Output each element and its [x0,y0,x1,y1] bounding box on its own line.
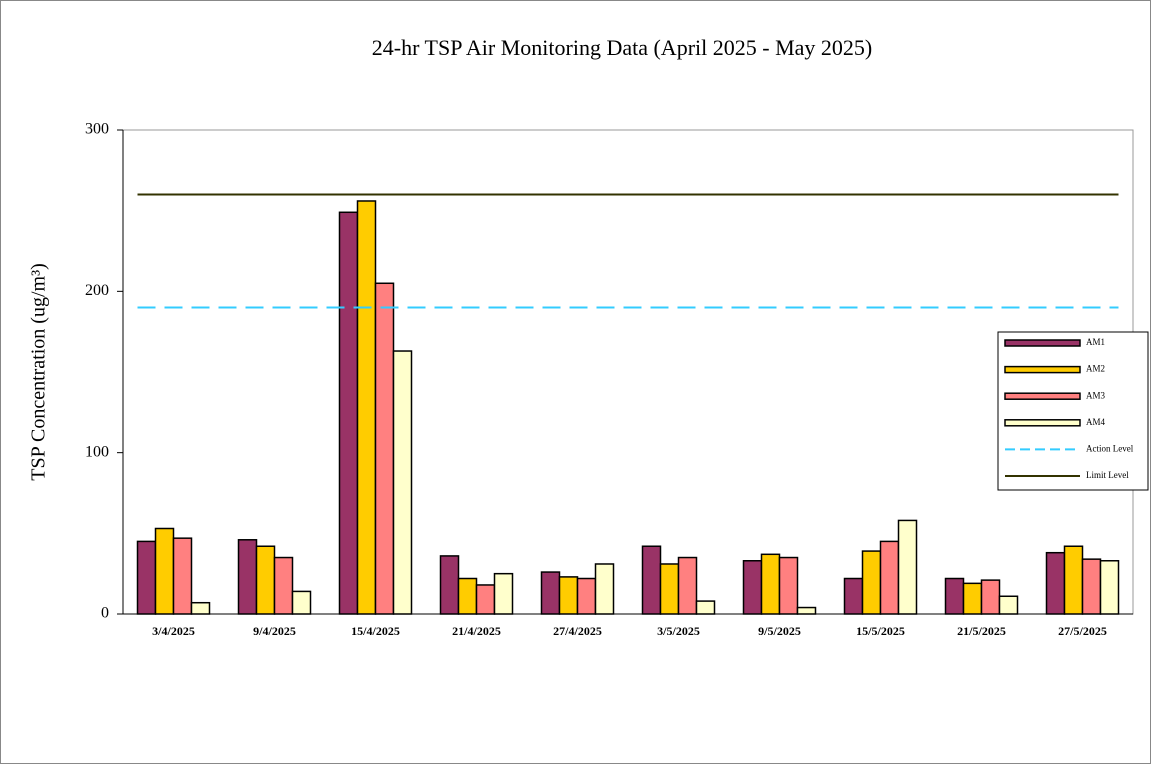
legend-label: AM4 [1086,417,1106,427]
legend-swatch [1004,392,1081,400]
bar [457,577,478,615]
bar [475,584,496,615]
bar [540,571,561,615]
bar [1045,551,1066,615]
bar [897,519,918,615]
legend-label: AM3 [1086,390,1106,400]
bar [172,537,193,615]
x-tick-label: 3/5/2025 [657,624,700,638]
bar [576,577,597,615]
bar [237,539,258,615]
x-tick-label: 27/4/2025 [553,624,602,638]
bar [879,540,900,615]
legend-label: AM2 [1086,364,1105,374]
bar [998,595,1019,615]
bar [962,582,983,615]
x-tick-label: 9/4/2025 [253,624,296,638]
bar [677,556,698,615]
bar [944,577,965,615]
bar [493,572,514,615]
legend-label: Action Level [1086,443,1134,453]
bar [594,563,615,615]
y-tick-label: 0 [101,605,109,622]
bar [742,560,763,615]
y-tick-label: 300 [85,121,109,138]
legend-label: AM1 [1086,337,1105,347]
bar [558,576,579,615]
bar [641,545,662,615]
bar [338,211,359,615]
bar [796,606,817,615]
bar [980,579,1001,615]
bar [154,527,175,615]
bar [136,540,157,615]
x-tick-label: 9/5/2025 [758,624,801,638]
bar [255,545,276,615]
bar [190,601,211,615]
x-tick-label: 21/4/2025 [452,624,501,638]
bar [778,556,799,615]
bar [356,200,377,615]
bar [843,577,864,615]
bar [1081,558,1102,615]
bar [695,600,716,615]
x-tick-label: 15/4/2025 [351,624,400,638]
bar [439,555,460,615]
y-tick-label: 100 [85,443,109,460]
legend-swatch [1004,419,1081,427]
x-tick-label: 27/5/2025 [1058,624,1107,638]
bar [1063,545,1084,615]
bar [392,350,413,615]
bar [659,563,680,615]
legend-swatch [1004,339,1081,347]
x-tick-label: 21/5/2025 [957,624,1006,638]
bar [1099,560,1120,615]
chart-title: 24-hr TSP Air Monitoring Data (April 202… [372,35,872,60]
bar [861,550,882,615]
bar [273,556,294,615]
bar [760,553,781,615]
y-axis-label: TSP Concentration (ug/m³) [28,263,50,480]
legend-label: Limit Level [1086,470,1129,480]
bar [291,590,312,615]
x-tick-label: 3/4/2025 [152,624,195,638]
x-tick-label: 15/5/2025 [856,624,905,638]
legend-box [997,331,1149,491]
legend-swatch [1004,365,1081,374]
y-tick-label: 200 [85,282,109,299]
bar [374,282,395,615]
